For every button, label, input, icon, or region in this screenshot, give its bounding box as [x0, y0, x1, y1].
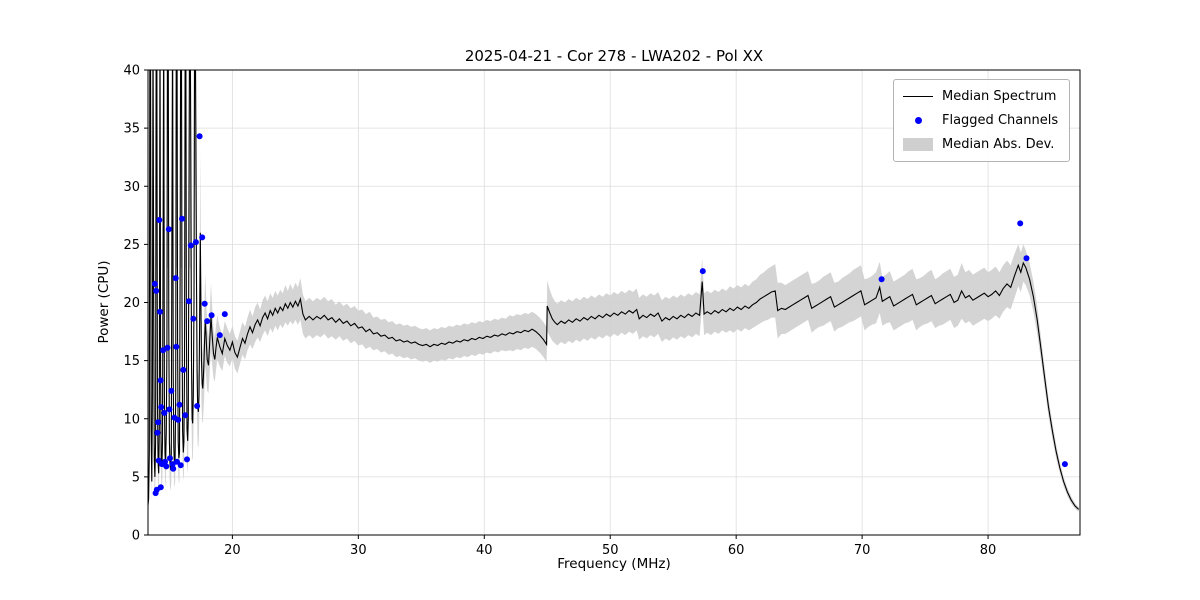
y-tick-label: 40 — [123, 64, 140, 79]
x-axis-label: Frequency (MHz) — [557, 556, 671, 572]
x-tick-label: 80 — [980, 543, 997, 558]
legend-label-median-spectrum: Median Spectrum — [942, 89, 1057, 104]
flagged-channel-point — [167, 455, 173, 462]
flagged-channel-point — [1023, 255, 1030, 262]
mad-band — [148, 70, 1079, 515]
flagged-channel-point — [176, 401, 183, 408]
flagged-channel-point — [157, 308, 163, 315]
x-tick-label: 40 — [476, 543, 493, 558]
y-tick-label: 20 — [123, 296, 140, 311]
flagged-channel-point — [158, 404, 165, 411]
y-tick-label: 10 — [123, 412, 140, 427]
flagged-channel-point — [201, 300, 208, 307]
flagged-channel-point — [1017, 220, 1024, 227]
flagged-channel-point — [204, 318, 211, 325]
flagged-channel-point — [179, 215, 185, 222]
y-tick-label: 0 — [132, 529, 140, 544]
x-tick-label: 30 — [350, 543, 367, 558]
flagged-marker-swatch — [903, 117, 933, 124]
flagged-channel-point — [221, 311, 228, 318]
y-tick-label: 15 — [123, 354, 140, 369]
x-tick-label: 70 — [854, 543, 871, 558]
x-tick-label: 20 — [224, 543, 241, 558]
flagged-channel-point — [170, 465, 177, 472]
flagged-channel-point — [165, 226, 172, 233]
flagged-channel-point — [182, 412, 189, 419]
legend: Median Spectrum Flagged Channels Median … — [893, 79, 1071, 162]
legend-label-flagged-channels: Flagged Channels — [942, 113, 1059, 128]
flagged-channel-point — [177, 462, 184, 469]
chart-title: 2025-04-21 - Cor 278 - LWA202 - Pol XX — [464, 47, 764, 65]
y-tick-label: 35 — [123, 122, 140, 137]
y-tick-label: 25 — [123, 238, 140, 253]
flagged-channel-point — [185, 298, 192, 305]
flagged-channel-point — [161, 409, 168, 416]
flagged-channel-point — [192, 239, 199, 246]
flagged-channel-point — [173, 343, 180, 350]
y-tick-label: 30 — [123, 180, 140, 195]
flagged-channel-point — [163, 463, 170, 470]
y-tick-label: 5 — [132, 470, 140, 485]
flagged-channel-point — [157, 377, 164, 384]
flagged-channel-point — [208, 312, 215, 319]
flagged-channel-point — [878, 276, 885, 283]
legend-item-flagged-channels: Flagged Channels — [903, 111, 1058, 130]
flagged-channel-point — [190, 315, 197, 322]
legend-item-mad-band: Median Abs. Dev. — [903, 135, 1058, 154]
flagged-channel-point — [1061, 461, 1068, 468]
flagged-channel-point — [162, 458, 168, 465]
flagged-channel-point — [151, 280, 158, 287]
flagged-channel-point — [180, 366, 187, 373]
flagged-channel-point — [166, 406, 173, 413]
flagged-channel-point — [175, 416, 182, 423]
flagged-channel-point — [196, 133, 203, 140]
flagged-channel-point — [156, 217, 163, 223]
mad-band-swatch — [903, 138, 933, 151]
flagged-channel-point — [216, 332, 223, 339]
flagged-channel-point — [699, 268, 706, 275]
flagged-channel-point — [194, 403, 201, 409]
flagged-channel-point — [160, 347, 167, 354]
flagged-channel-point — [172, 275, 179, 282]
legend-label-mad-band: Median Abs. Dev. — [942, 137, 1055, 152]
median-line-swatch — [903, 96, 933, 97]
flagged-channel-point — [187, 242, 194, 249]
flagged-channel-point — [184, 456, 190, 463]
flagged-channel-point — [157, 484, 164, 491]
flagged-channel-point — [154, 429, 161, 436]
flagged-channel-point — [155, 419, 162, 426]
flagged-channel-point — [168, 387, 175, 394]
legend-item-median-spectrum: Median Spectrum — [903, 87, 1058, 106]
flagged-channel-point — [169, 461, 176, 468]
flagged-channel-point — [153, 287, 160, 294]
x-tick-label: 50 — [602, 543, 619, 558]
flagged-channel-point — [164, 344, 171, 351]
y-axis-label: Power (CPU) — [96, 260, 112, 344]
flagged-channel-point — [199, 234, 206, 241]
x-tick-label: 60 — [728, 543, 745, 558]
